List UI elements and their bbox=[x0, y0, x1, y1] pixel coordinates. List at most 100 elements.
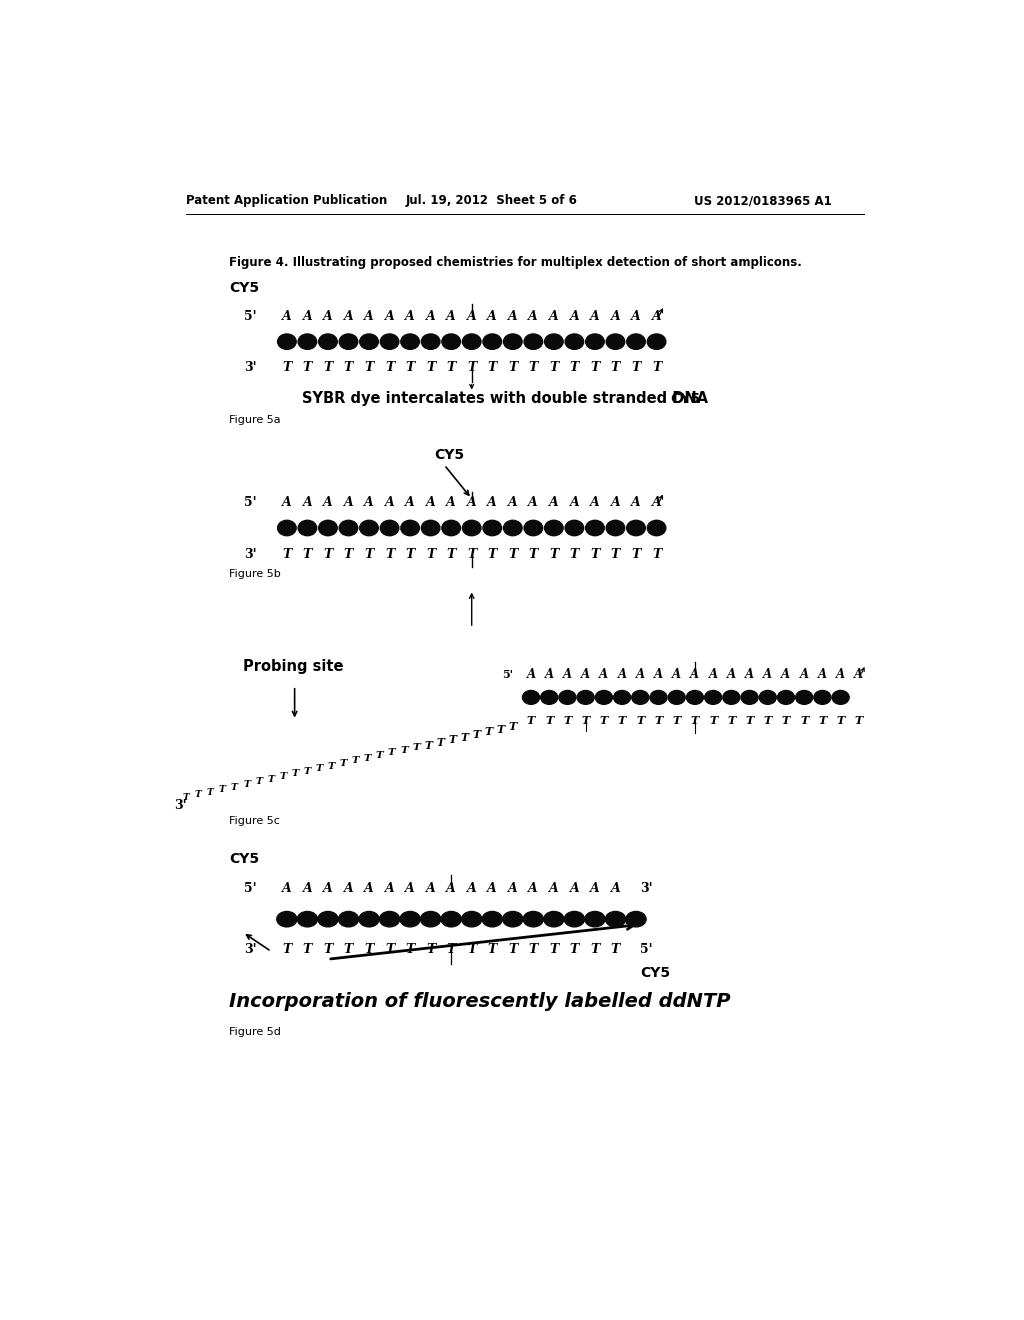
Text: T: T bbox=[632, 548, 641, 561]
Text: T: T bbox=[446, 548, 456, 561]
Text: T: T bbox=[611, 548, 621, 561]
Text: 3': 3' bbox=[245, 944, 257, 957]
Text: A: A bbox=[385, 882, 394, 895]
Ellipse shape bbox=[359, 334, 378, 350]
Text: 3': 3' bbox=[174, 799, 187, 812]
Ellipse shape bbox=[723, 690, 740, 705]
Text: T: T bbox=[487, 944, 497, 957]
Text: T: T bbox=[426, 362, 435, 375]
Text: A: A bbox=[508, 496, 518, 510]
Text: A: A bbox=[569, 496, 580, 510]
Text: T: T bbox=[412, 743, 420, 752]
Text: T: T bbox=[303, 548, 312, 561]
Ellipse shape bbox=[524, 520, 543, 536]
Text: A: A bbox=[426, 310, 435, 323]
Text: Figure 5b: Figure 5b bbox=[228, 569, 281, 579]
Text: CY5: CY5 bbox=[228, 281, 259, 294]
Text: SYBR dye intercalates with double stranded DNA: SYBR dye intercalates with double strand… bbox=[302, 391, 709, 407]
Text: T: T bbox=[303, 944, 312, 957]
Text: Figure 4. Illustrating proposed chemistries for multiplex detection of short amp: Figure 4. Illustrating proposed chemistr… bbox=[228, 256, 802, 269]
Text: T: T bbox=[328, 762, 335, 771]
Text: Figure 5a: Figure 5a bbox=[228, 416, 281, 425]
Text: A: A bbox=[631, 496, 641, 510]
Text: T: T bbox=[636, 715, 644, 726]
Text: CY5: CY5 bbox=[434, 447, 464, 462]
Text: T: T bbox=[280, 772, 287, 781]
Text: T: T bbox=[207, 788, 214, 797]
Text: T: T bbox=[364, 754, 372, 763]
Text: T: T bbox=[303, 362, 312, 375]
Text: A: A bbox=[672, 668, 681, 681]
Text: T: T bbox=[467, 944, 476, 957]
Text: A: A bbox=[727, 668, 736, 681]
Text: Jul. 19, 2012  Sheet 5 of 6: Jul. 19, 2012 Sheet 5 of 6 bbox=[406, 194, 578, 207]
Text: A: A bbox=[344, 310, 353, 323]
Ellipse shape bbox=[741, 690, 758, 705]
Text: T: T bbox=[365, 944, 374, 957]
Ellipse shape bbox=[380, 520, 399, 536]
Text: A: A bbox=[282, 310, 292, 323]
Ellipse shape bbox=[686, 690, 703, 705]
Text: T: T bbox=[324, 944, 333, 957]
Ellipse shape bbox=[483, 520, 502, 536]
Ellipse shape bbox=[759, 690, 776, 705]
Text: A: A bbox=[487, 882, 497, 895]
Text: T: T bbox=[267, 775, 274, 784]
Text: A: A bbox=[526, 668, 536, 681]
Text: A: A bbox=[654, 668, 664, 681]
Text: A: A bbox=[563, 668, 572, 681]
Ellipse shape bbox=[278, 520, 296, 536]
Text: T: T bbox=[837, 715, 845, 726]
Text: A: A bbox=[282, 882, 292, 895]
Text: T: T bbox=[691, 715, 699, 726]
Text: A: A bbox=[324, 310, 333, 323]
Ellipse shape bbox=[504, 334, 522, 350]
Text: T: T bbox=[400, 746, 408, 755]
Text: T: T bbox=[365, 362, 374, 375]
Text: A: A bbox=[528, 310, 539, 323]
Text: T: T bbox=[582, 715, 590, 726]
Text: A: A bbox=[365, 882, 374, 895]
Text: T: T bbox=[385, 548, 394, 561]
Text: A: A bbox=[651, 496, 662, 510]
Text: A: A bbox=[709, 668, 718, 681]
Text: A: A bbox=[302, 496, 312, 510]
Text: T: T bbox=[549, 944, 558, 957]
Ellipse shape bbox=[463, 520, 481, 536]
Text: T: T bbox=[426, 944, 435, 957]
Text: T: T bbox=[424, 739, 432, 751]
Text: A: A bbox=[385, 310, 394, 323]
Ellipse shape bbox=[483, 334, 502, 350]
Text: T: T bbox=[487, 362, 497, 375]
Text: T: T bbox=[782, 715, 791, 726]
Text: T: T bbox=[563, 715, 571, 726]
Text: Patent Application Publication: Patent Application Publication bbox=[186, 194, 387, 207]
Text: A: A bbox=[569, 310, 580, 323]
Text: T: T bbox=[818, 715, 826, 726]
Text: T: T bbox=[611, 362, 621, 375]
Text: T: T bbox=[508, 548, 517, 561]
Text: A: A bbox=[763, 668, 772, 681]
Text: A: A bbox=[467, 496, 476, 510]
Text: T: T bbox=[590, 548, 600, 561]
Text: T: T bbox=[467, 548, 476, 561]
Text: T: T bbox=[652, 362, 662, 375]
Text: T: T bbox=[385, 944, 394, 957]
Text: T: T bbox=[446, 362, 456, 375]
Text: A: A bbox=[610, 310, 621, 323]
Ellipse shape bbox=[613, 690, 631, 705]
Text: A: A bbox=[324, 496, 333, 510]
Text: A: A bbox=[365, 496, 374, 510]
Text: T: T bbox=[617, 715, 627, 726]
Text: A: A bbox=[508, 310, 518, 323]
Text: T: T bbox=[426, 548, 435, 561]
Text: A: A bbox=[818, 668, 827, 681]
Text: CY5: CY5 bbox=[228, 853, 259, 866]
Ellipse shape bbox=[565, 334, 584, 350]
Ellipse shape bbox=[669, 690, 685, 705]
Ellipse shape bbox=[339, 520, 357, 536]
Ellipse shape bbox=[523, 911, 544, 927]
Text: CY5: CY5 bbox=[640, 966, 670, 979]
Text: A: A bbox=[610, 882, 621, 895]
Text: T: T bbox=[283, 944, 292, 957]
